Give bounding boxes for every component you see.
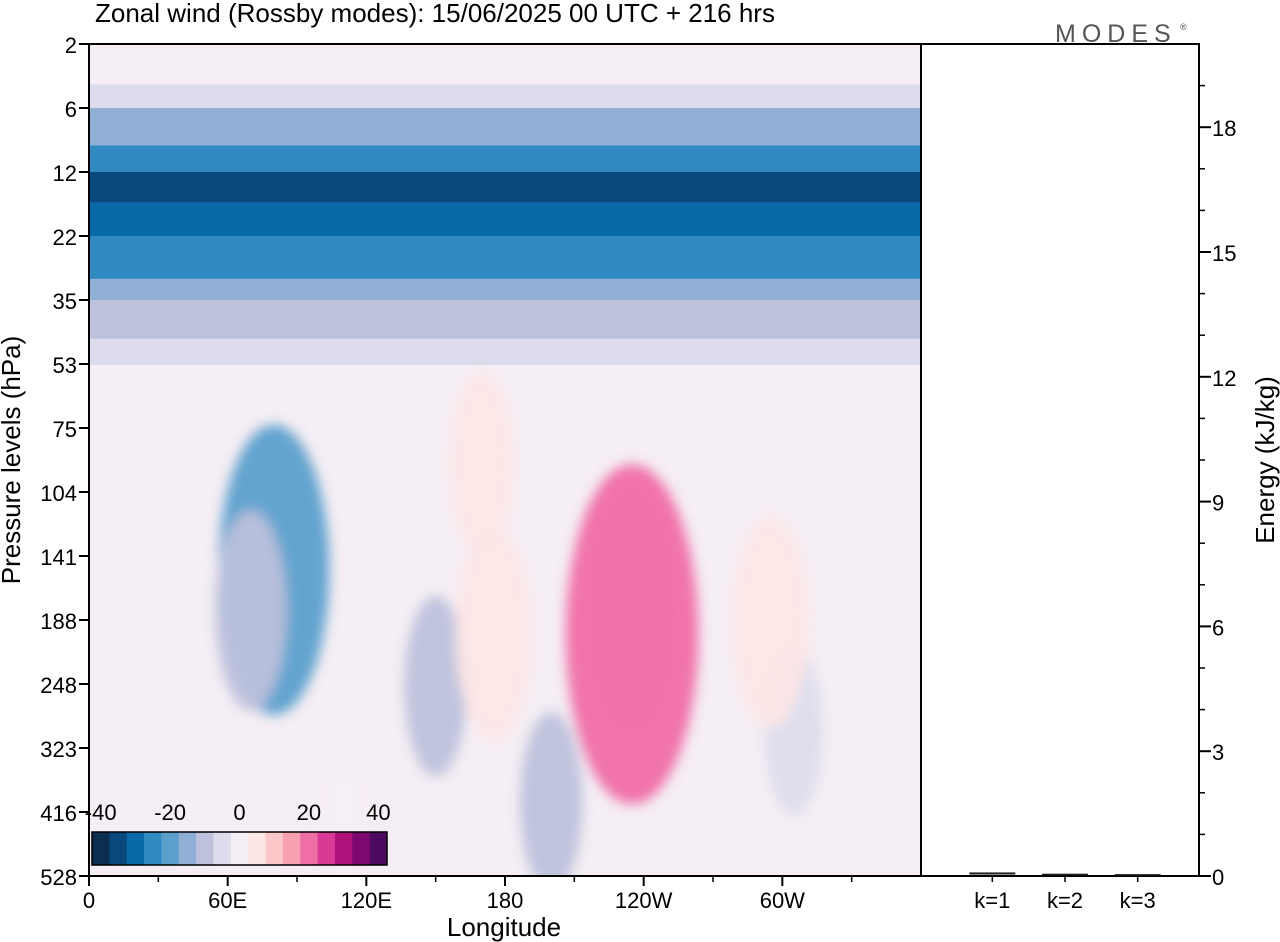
energy-tick-label: 15	[1212, 241, 1236, 266]
energy-axis-label: Energy (kJ/kg)	[1250, 376, 1280, 544]
x-tick-label: 0	[83, 888, 95, 913]
x-axis-label: Longitude	[447, 912, 561, 942]
colorbar-tick-label: 40	[366, 800, 390, 825]
colorbar-swatch	[369, 832, 388, 865]
energy-bar	[969, 872, 1016, 875]
field-feature	[455, 529, 532, 740]
field-feature	[520, 712, 583, 876]
colorbar-swatch	[352, 832, 371, 865]
registered-mark: ®	[1180, 22, 1187, 32]
field-band	[89, 145, 921, 173]
y-tick-label: 53	[53, 353, 77, 378]
colorbar-swatch	[230, 832, 249, 865]
y-tick-label: 323	[40, 737, 77, 762]
colorbar: -40 -20 0 20 40	[85, 800, 391, 866]
field-band	[89, 236, 921, 280]
pressure-axis: 2 6 12 22 35 53 75 104 141 188 248 323 416 528	[40, 33, 89, 890]
colorbar-swatch	[161, 832, 180, 865]
chart-title: Zonal wind (Rossby modes): 15/06/2025 00…	[95, 0, 775, 28]
colorbar-swatch	[282, 832, 301, 865]
y-tick-label: 248	[40, 673, 77, 698]
y-tick-label: 6	[65, 97, 77, 122]
field-band	[89, 300, 921, 340]
colorbar-frame	[91, 831, 388, 866]
colorbar-swatch	[317, 832, 336, 865]
energy-tick-label: 0	[1212, 865, 1224, 890]
colorbar-swatch	[92, 832, 110, 865]
y-tick-label: 22	[53, 225, 77, 250]
x-tick-label: 120W	[615, 888, 673, 913]
y-axis-label: Pressure levels (hPa)	[0, 336, 26, 585]
colorbar-swatch	[144, 832, 162, 865]
y-tick-label: 75	[53, 417, 77, 442]
colorbar-swatch	[334, 832, 353, 865]
colorbar-swatch	[109, 832, 128, 865]
energy-bar	[1114, 874, 1161, 876]
x-tick-label: 60E	[208, 888, 247, 913]
field-feature	[404, 595, 467, 776]
energy-bar	[1042, 873, 1088, 876]
energy-panel: 0 3 6 9 12 15 18 k=1 k=2 k=3	[969, 84, 1236, 913]
y-tick-label: 104	[40, 481, 77, 506]
energy-tick-label: 12	[1212, 366, 1236, 391]
energy-category-label: k=1	[974, 888, 1010, 913]
energy-tick-label: 18	[1212, 116, 1236, 141]
x-tick-label: 120E	[341, 888, 392, 913]
field-band	[89, 338, 921, 365]
field-feature	[565, 464, 699, 805]
field-band	[89, 278, 921, 301]
colorbar-tick-label: 0	[233, 800, 245, 825]
y-tick-label: 12	[53, 161, 77, 186]
field-feature	[215, 510, 287, 711]
field-blobs	[215, 373, 823, 876]
colorbar-swatch	[196, 832, 214, 865]
colorbar-swatch	[126, 832, 145, 865]
energy-category-label: k=2	[1047, 888, 1083, 913]
x-tick-label: 180	[487, 888, 524, 913]
y-tick-label: 35	[53, 289, 77, 314]
field-band	[89, 172, 921, 204]
colorbar-swatch	[248, 832, 267, 865]
y-tick-label: 528	[40, 865, 77, 890]
colorbar-swatch	[213, 832, 232, 865]
energy-panel-frame	[920, 43, 1200, 877]
field-band	[89, 108, 921, 147]
y-tick-label: 188	[40, 609, 77, 634]
colorbar-swatch	[178, 832, 197, 865]
colorbar-swatch	[265, 832, 284, 865]
field-band	[89, 44, 921, 86]
energy-category-label: k=3	[1120, 888, 1156, 913]
field-feature	[732, 517, 809, 728]
field-band	[89, 84, 921, 109]
y-tick-label: 141	[40, 545, 77, 570]
y-tick-label: 2	[65, 33, 77, 58]
colorbar-tick-label: -20	[154, 800, 186, 825]
colorbar-tick-label: 20	[297, 800, 321, 825]
wind-field-plot	[89, 44, 921, 876]
colorbar-tick-label: -40	[85, 800, 117, 825]
field-feature	[450, 373, 514, 554]
energy-tick-label: 3	[1212, 740, 1224, 765]
y-tick-label: 416	[40, 801, 77, 826]
x-tick-label: 60W	[760, 888, 805, 913]
energy-tick-label: 6	[1212, 615, 1224, 640]
colorbar-swatch	[300, 832, 319, 865]
field-band	[89, 202, 921, 237]
longitude-axis: 0 60E 120E 180 120W 60W	[83, 876, 853, 913]
energy-tick-label: 9	[1212, 491, 1224, 516]
